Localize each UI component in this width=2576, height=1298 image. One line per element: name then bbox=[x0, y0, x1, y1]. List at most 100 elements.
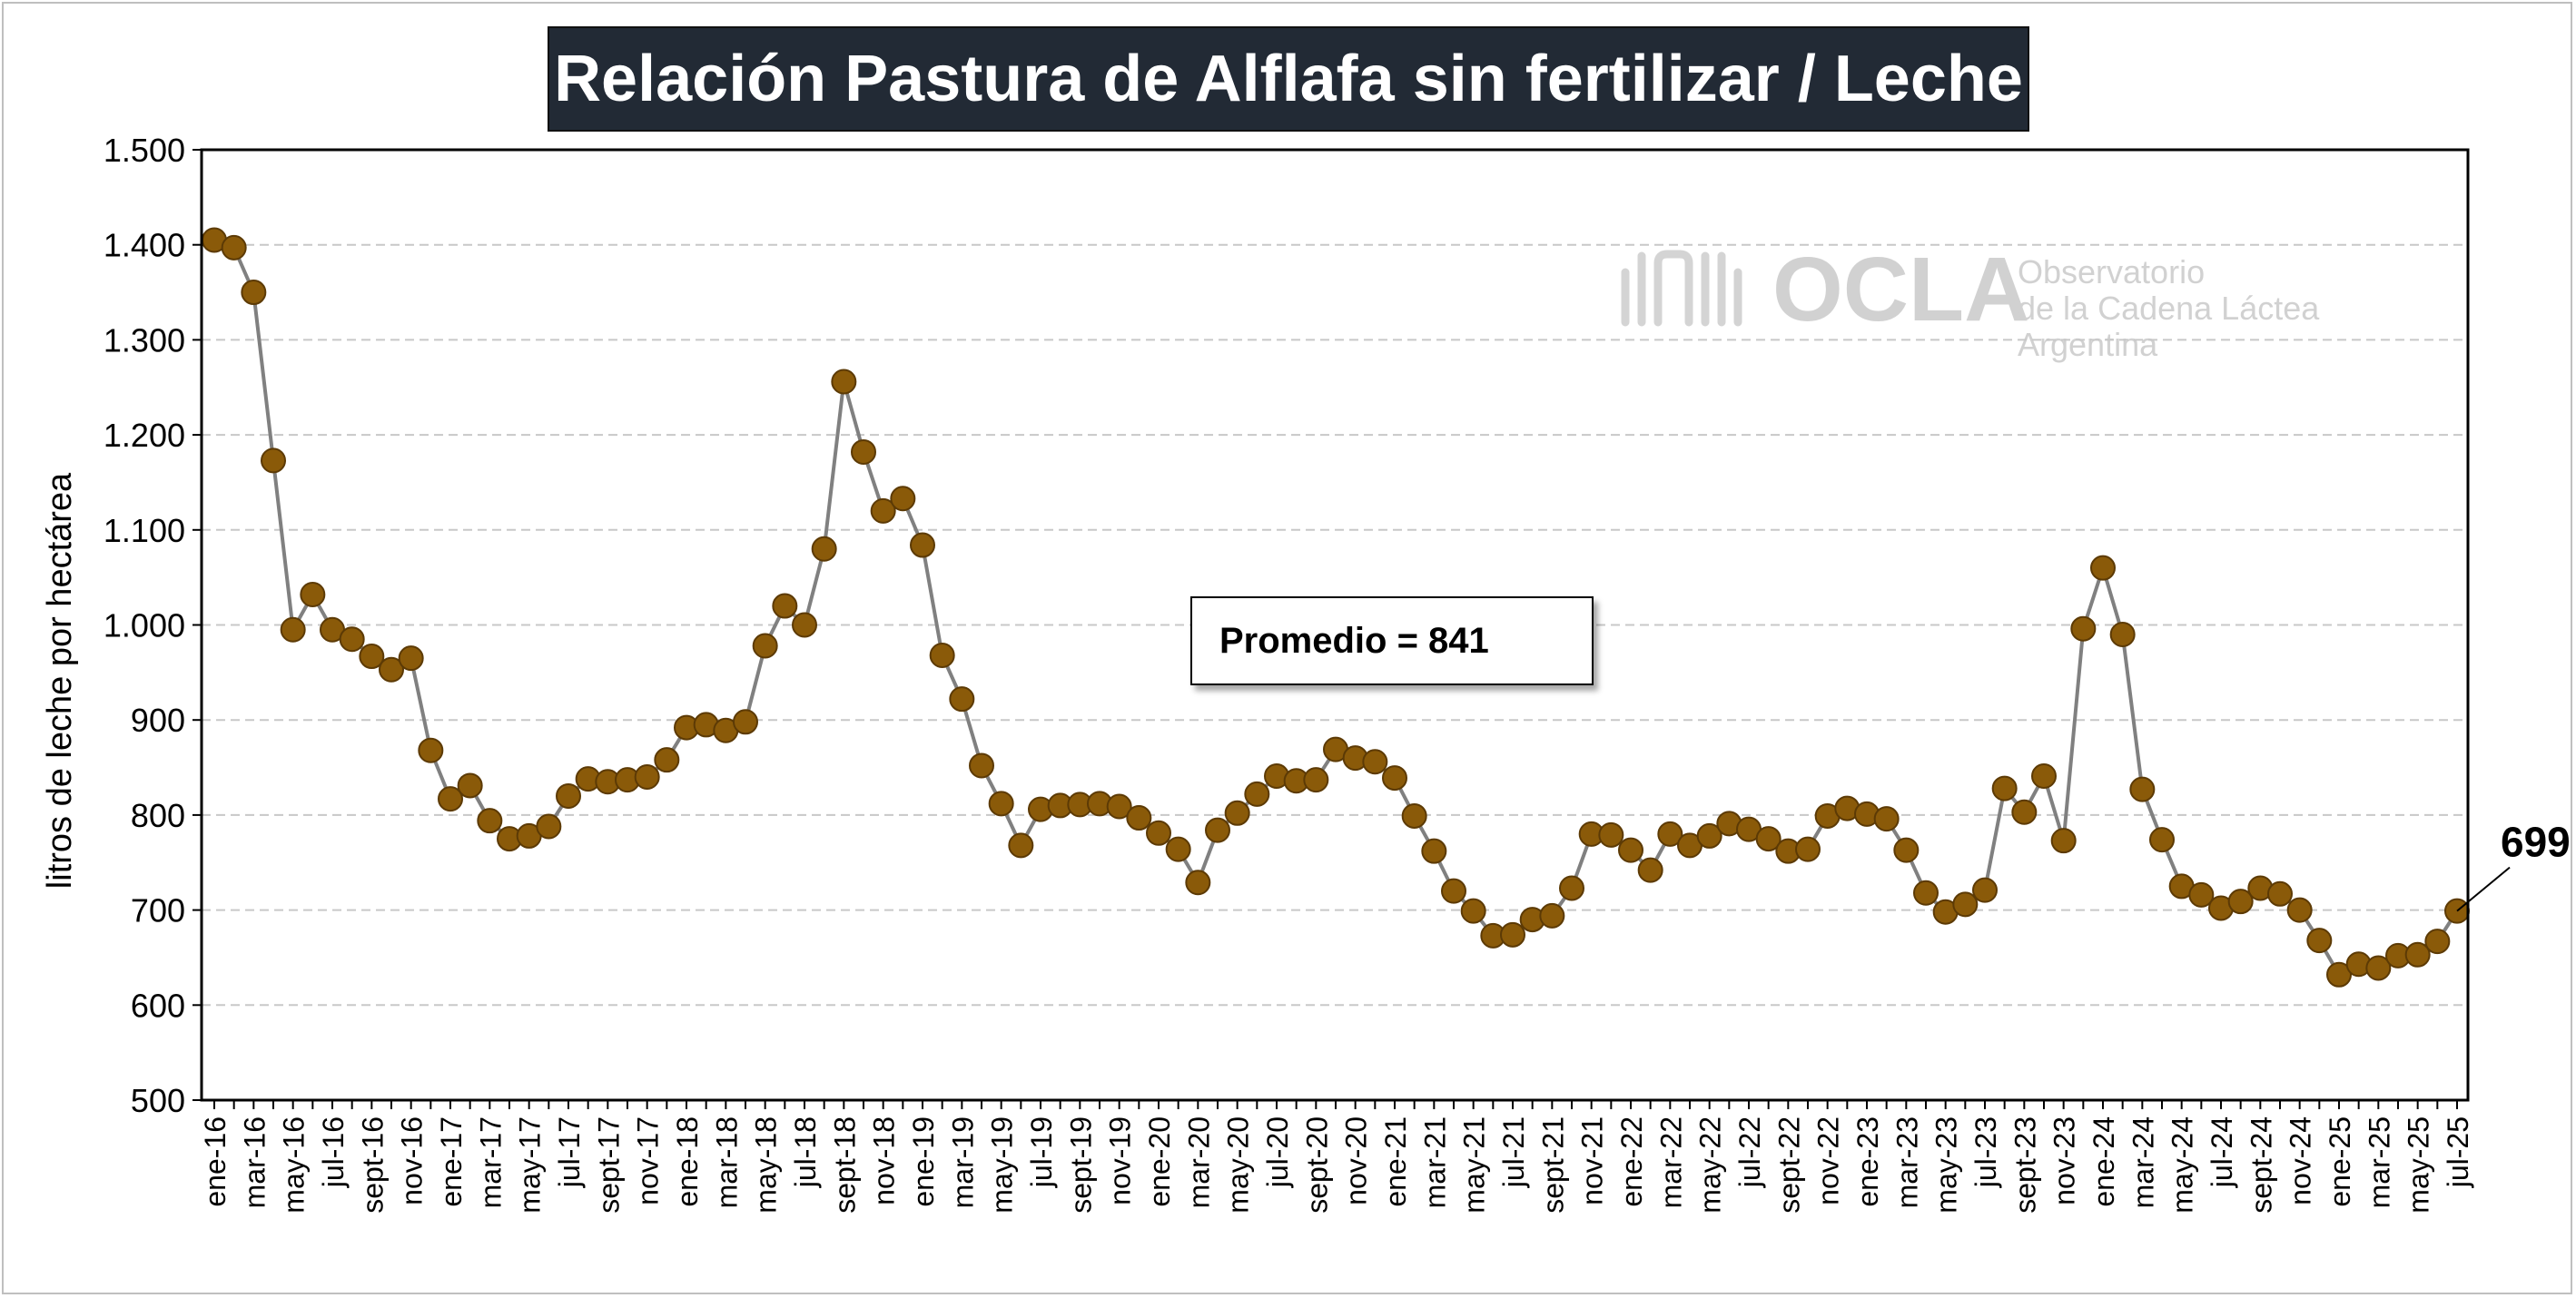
x-tick-label: may-25 bbox=[2403, 1116, 2435, 1214]
x-tick-label: jul-25 bbox=[2442, 1116, 2474, 1188]
ocla-logo: OCLA Observatorio de la Cadena Láctea Ar… bbox=[1621, 239, 2320, 363]
y-tick-label: 1.200 bbox=[104, 417, 185, 454]
x-tick-label: mar-18 bbox=[710, 1116, 743, 1208]
data-point bbox=[438, 786, 463, 812]
x-tick-label: may-23 bbox=[1930, 1116, 1963, 1214]
data-point bbox=[556, 782, 581, 809]
x-tick-label: jul-18 bbox=[789, 1116, 822, 1188]
data-point bbox=[418, 737, 444, 763]
y-tick-label: 700 bbox=[131, 892, 185, 929]
chart-title: Relación Pastura de Alflafa sin fertiliz… bbox=[554, 43, 2023, 115]
x-tick-label: may-22 bbox=[1694, 1116, 1727, 1214]
x-tick-label: ene-18 bbox=[671, 1116, 704, 1207]
data-point bbox=[1952, 891, 1979, 918]
data-point bbox=[634, 764, 660, 791]
x-tick-label: nov-22 bbox=[1812, 1116, 1845, 1205]
y-tick-label: 500 bbox=[131, 1082, 185, 1119]
y-axis-title: litros de leche por hectárea bbox=[41, 472, 79, 889]
data-point bbox=[1165, 836, 1191, 862]
x-tick-label: jul-17 bbox=[553, 1116, 586, 1188]
plot-area-border bbox=[200, 148, 2470, 1102]
x-tick-label: jul-21 bbox=[1497, 1116, 1530, 1188]
average-annotation-box: Promedio = 841 bbox=[1190, 596, 1594, 685]
y-tick-label: 1.100 bbox=[104, 512, 185, 549]
data-point bbox=[1598, 821, 1624, 848]
data-point bbox=[733, 709, 758, 735]
data-point bbox=[1559, 875, 1584, 901]
x-tick-label: jul-20 bbox=[1261, 1116, 1294, 1188]
y-tick-label: 1.500 bbox=[104, 132, 185, 169]
x-tick-label: ene-21 bbox=[1379, 1116, 1412, 1207]
data-point bbox=[2050, 828, 2077, 854]
data-point bbox=[2306, 928, 2333, 954]
data-point bbox=[1205, 817, 1230, 843]
data-point bbox=[241, 280, 267, 306]
x-tick-label: mar-17 bbox=[474, 1116, 507, 1208]
x-tick-label: sept-17 bbox=[592, 1116, 625, 1214]
x-tick-label: sept-21 bbox=[1536, 1116, 1569, 1214]
data-point bbox=[1244, 781, 1270, 807]
data-point bbox=[1913, 880, 1939, 906]
x-tick-label: nov-21 bbox=[1576, 1116, 1609, 1205]
data-point bbox=[1637, 857, 1663, 883]
x-tick-label: may-17 bbox=[514, 1116, 547, 1214]
y-tick-label: 1.400 bbox=[104, 227, 185, 264]
data-point bbox=[339, 626, 365, 653]
data-point bbox=[359, 644, 385, 670]
x-tick-label: ene-22 bbox=[1615, 1116, 1648, 1207]
y-tick-label: 600 bbox=[131, 987, 185, 1024]
y-tick-label: 1.000 bbox=[104, 607, 185, 644]
data-point bbox=[1539, 902, 1565, 929]
data-point bbox=[1362, 749, 1388, 775]
x-tick-label: mar-19 bbox=[946, 1116, 979, 1208]
x-tick-label: mar-16 bbox=[238, 1116, 271, 1208]
x-axis-ticks: ene-16 mar-16 may-16 jul-16 sept-16 nov-16 ene… bbox=[199, 1100, 2474, 1214]
data-point bbox=[1126, 805, 1152, 831]
x-tick-label: jul-16 bbox=[317, 1116, 350, 1188]
data-point bbox=[969, 752, 994, 779]
x-tick-label: mar-22 bbox=[1654, 1116, 1687, 1208]
data-point bbox=[2090, 555, 2116, 581]
data-point bbox=[929, 643, 955, 669]
data-point bbox=[2011, 799, 2038, 825]
average-annotation: Promedio = 841 bbox=[1219, 620, 1489, 661]
data-point bbox=[1441, 878, 1466, 904]
x-tick-label: mar-25 bbox=[2363, 1116, 2395, 1208]
data-point bbox=[300, 581, 326, 607]
data-point bbox=[654, 747, 680, 773]
data-point bbox=[1795, 836, 1821, 862]
logo-wave-icon bbox=[1621, 250, 1742, 327]
data-point bbox=[1893, 837, 1920, 863]
data-point bbox=[1008, 832, 1034, 859]
data-point bbox=[457, 772, 483, 799]
x-tick-label: sept-20 bbox=[1300, 1116, 1333, 1214]
x-tick-label: mar-24 bbox=[2127, 1116, 2159, 1208]
x-tick-label: ene-24 bbox=[2087, 1116, 2120, 1207]
data-point bbox=[1401, 802, 1427, 829]
x-tick-label: nov-24 bbox=[2285, 1116, 2317, 1205]
x-tick-label: mar-20 bbox=[1182, 1116, 1215, 1208]
x-tick-label: jul-24 bbox=[2206, 1116, 2238, 1188]
y-tick-label: 1.300 bbox=[104, 321, 185, 359]
data-point bbox=[1224, 800, 1250, 826]
data-point bbox=[811, 536, 837, 562]
data-point bbox=[2424, 929, 2451, 955]
data-point bbox=[988, 791, 1014, 817]
data-point bbox=[772, 593, 798, 619]
data-point bbox=[949, 686, 975, 713]
x-tick-label: nov-18 bbox=[868, 1116, 901, 1205]
data-point bbox=[2227, 889, 2254, 915]
data-point bbox=[2129, 776, 2156, 802]
x-tick-label: jul-22 bbox=[1733, 1116, 1766, 1188]
data-point bbox=[261, 447, 286, 474]
x-tick-label: ene-23 bbox=[1851, 1116, 1884, 1207]
data-point bbox=[2070, 615, 2097, 642]
data-point bbox=[1382, 765, 1407, 792]
last-value-label: 699 bbox=[2501, 819, 2571, 866]
x-tick-label: ene-17 bbox=[435, 1116, 468, 1207]
x-tick-label: may-20 bbox=[1222, 1116, 1255, 1214]
x-tick-label: ene-19 bbox=[907, 1116, 940, 1207]
x-tick-label: sept-18 bbox=[828, 1116, 861, 1214]
